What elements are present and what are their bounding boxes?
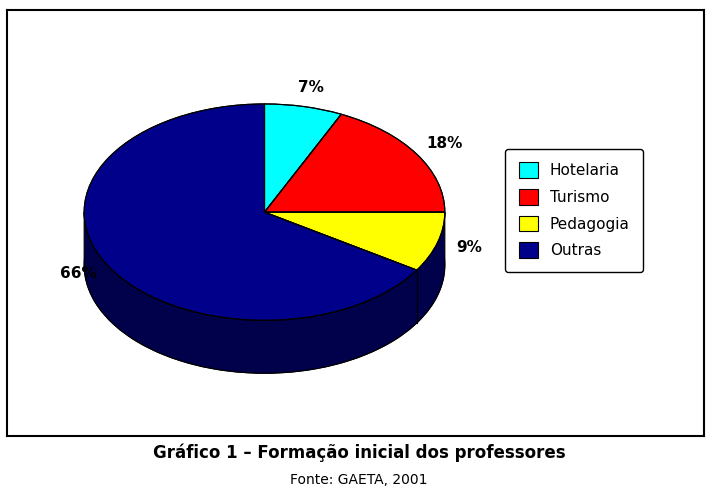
Ellipse shape [84, 157, 445, 373]
Wedge shape [264, 104, 341, 212]
Text: Fonte: GAETA, 2001: Fonte: GAETA, 2001 [290, 473, 428, 487]
Wedge shape [264, 114, 445, 212]
Text: 7%: 7% [298, 80, 324, 95]
Wedge shape [264, 212, 445, 270]
Legend: Hotelaria, Turismo, Pedagogia, Outras: Hotelaria, Turismo, Pedagogia, Outras [505, 148, 643, 272]
Wedge shape [84, 104, 416, 320]
Text: 66%: 66% [60, 266, 96, 281]
Polygon shape [84, 212, 445, 373]
Text: Gráfico 1 – Formação inicial dos professores: Gráfico 1 – Formação inicial dos profess… [153, 444, 565, 462]
Text: 18%: 18% [426, 136, 462, 151]
Text: 9%: 9% [456, 240, 482, 255]
